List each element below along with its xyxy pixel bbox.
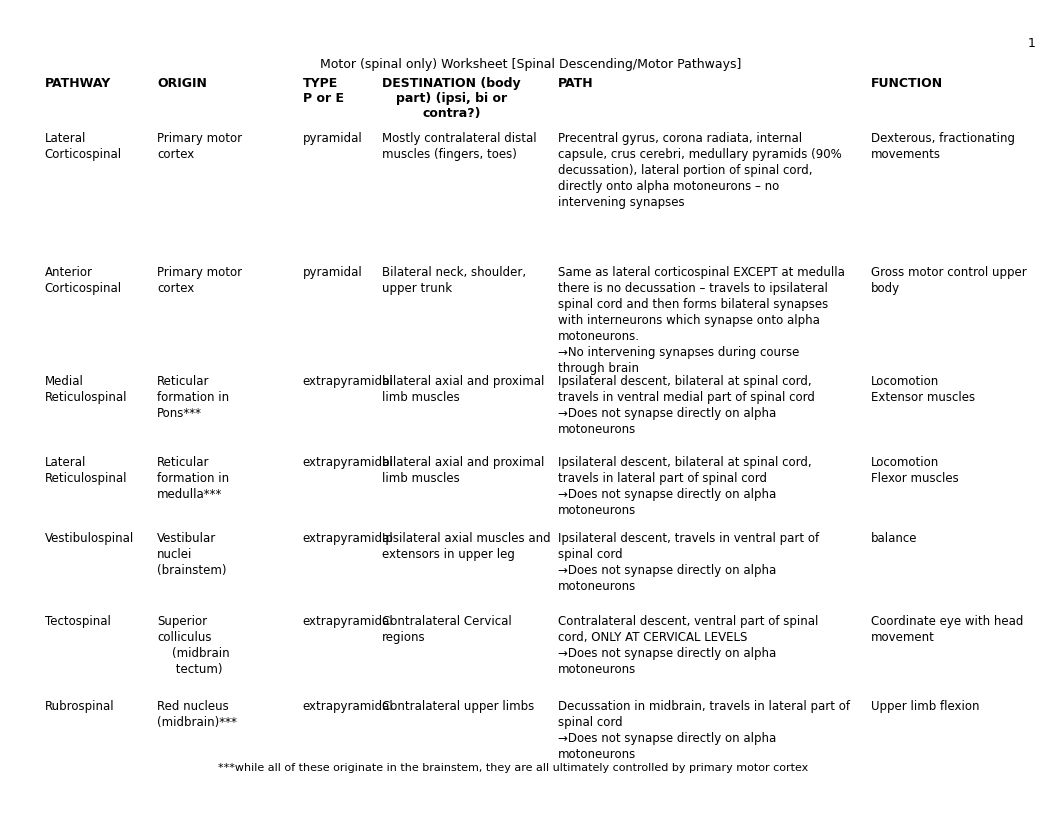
Text: pyramidal: pyramidal (303, 266, 362, 279)
Text: pyramidal: pyramidal (303, 132, 362, 145)
Text: Ipsilateral descent, travels in ventral part of
spinal cord
→Does not synapse di: Ipsilateral descent, travels in ventral … (558, 532, 819, 593)
Text: FUNCTION: FUNCTION (871, 77, 943, 90)
Text: Ipsilateral descent, bilateral at spinal cord,
travels in ventral medial part of: Ipsilateral descent, bilateral at spinal… (558, 375, 815, 436)
Text: Red nucleus
(midbrain)***: Red nucleus (midbrain)*** (157, 700, 237, 729)
Text: extrapyramidal: extrapyramidal (303, 375, 393, 388)
Text: extrapyramidal: extrapyramidal (303, 532, 393, 545)
Text: PATH: PATH (558, 77, 594, 90)
Text: Dexterous, fractionating
movements: Dexterous, fractionating movements (871, 132, 1015, 160)
Text: Upper limb flexion: Upper limb flexion (871, 700, 979, 713)
Text: bilateral axial and proximal
limb muscles: bilateral axial and proximal limb muscle… (382, 456, 545, 485)
Text: Contralateral descent, ventral part of spinal
cord, ONLY AT CERVICAL LEVELS
→Doe: Contralateral descent, ventral part of s… (558, 615, 818, 676)
Text: Lateral
Reticulospinal: Lateral Reticulospinal (45, 456, 127, 485)
Text: Gross motor control upper
body: Gross motor control upper body (871, 266, 1027, 294)
Text: bilateral axial and proximal
limb muscles: bilateral axial and proximal limb muscle… (382, 375, 545, 404)
Text: Anterior
Corticospinal: Anterior Corticospinal (45, 266, 122, 294)
Text: Reticular
formation in
medulla***: Reticular formation in medulla*** (157, 456, 229, 501)
Text: 1: 1 (1028, 37, 1035, 50)
Text: Same as lateral corticospinal EXCEPT at medulla
there is no decussation – travel: Same as lateral corticospinal EXCEPT at … (558, 266, 844, 375)
Text: Mostly contralateral distal
muscles (fingers, toes): Mostly contralateral distal muscles (fin… (382, 132, 537, 160)
Text: TYPE
P or E: TYPE P or E (303, 77, 344, 105)
Text: ***while all of these originate in the brainstem, they are all ultimately contro: ***while all of these originate in the b… (218, 763, 808, 773)
Text: Reticular
formation in
Pons***: Reticular formation in Pons*** (157, 375, 229, 420)
Text: ORIGIN: ORIGIN (157, 77, 207, 90)
Text: Locomotion
Extensor muscles: Locomotion Extensor muscles (871, 375, 975, 404)
Text: Locomotion
Flexor muscles: Locomotion Flexor muscles (871, 456, 959, 485)
Text: extrapyramidal: extrapyramidal (303, 615, 393, 628)
Text: Ipsilateral descent, bilateral at spinal cord,
travels in lateral part of spinal: Ipsilateral descent, bilateral at spinal… (558, 456, 811, 517)
Text: Superior
colliculus
    (midbrain
     tectum): Superior colliculus (midbrain tectum) (157, 615, 229, 676)
Text: Vestibular
nuclei
(brainstem): Vestibular nuclei (brainstem) (157, 532, 226, 577)
Text: Contralateral upper limbs: Contralateral upper limbs (382, 700, 534, 713)
Text: Decussation in midbrain, travels in lateral part of
spinal cord
→Does not synaps: Decussation in midbrain, travels in late… (558, 700, 850, 761)
Text: Primary motor
cortex: Primary motor cortex (157, 266, 242, 294)
Text: Primary motor
cortex: Primary motor cortex (157, 132, 242, 160)
Text: extrapyramidal: extrapyramidal (303, 456, 393, 469)
Text: Bilateral neck, shoulder,
upper trunk: Bilateral neck, shoulder, upper trunk (382, 266, 527, 294)
Text: Medial
Reticulospinal: Medial Reticulospinal (45, 375, 127, 404)
Text: Precentral gyrus, corona radiata, internal
capsule, crus cerebri, medullary pyra: Precentral gyrus, corona radiata, intern… (558, 132, 841, 209)
Text: Contralateral Cervical
regions: Contralateral Cervical regions (382, 615, 512, 644)
Text: Ipsilateral axial muscles and
extensors in upper leg: Ipsilateral axial muscles and extensors … (382, 532, 551, 561)
Text: Coordinate eye with head
movement: Coordinate eye with head movement (871, 615, 1023, 644)
Text: Rubrospinal: Rubrospinal (45, 700, 115, 713)
Text: Lateral
Corticospinal: Lateral Corticospinal (45, 132, 122, 160)
Text: DESTINATION (body
part) (ipsi, bi or
contra?): DESTINATION (body part) (ipsi, bi or con… (382, 77, 521, 120)
Text: PATHWAY: PATHWAY (45, 77, 110, 90)
Text: Motor (spinal only) Worksheet [Spinal Descending/Motor Pathways]: Motor (spinal only) Worksheet [Spinal De… (321, 58, 741, 71)
Text: Tectospinal: Tectospinal (45, 615, 110, 628)
Text: balance: balance (871, 532, 918, 545)
Text: extrapyramidal: extrapyramidal (303, 700, 393, 713)
Text: Vestibulospinal: Vestibulospinal (45, 532, 134, 545)
